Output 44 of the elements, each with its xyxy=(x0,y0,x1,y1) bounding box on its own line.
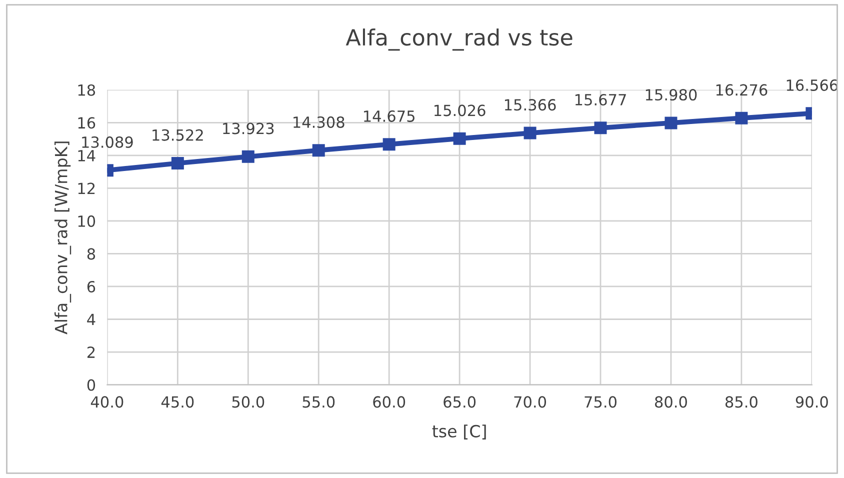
x-tick-label: 85.0 xyxy=(725,396,758,408)
data-label: 13.923 xyxy=(223,122,274,134)
point xyxy=(664,116,678,130)
y-tick-label: 18 xyxy=(78,84,96,96)
x-tick-label: 65.0 xyxy=(444,396,476,408)
x-tick-label: 60.0 xyxy=(373,396,406,408)
x-tick-label: 90.0 xyxy=(796,396,828,408)
y-tick-label: 14 xyxy=(78,150,96,162)
x-tick-label: 50.0 xyxy=(232,396,264,408)
x-tick-label: 70.0 xyxy=(514,396,546,408)
x-axis-title: tse [C] xyxy=(432,424,486,440)
point xyxy=(594,122,607,134)
x-tick-label: 55.0 xyxy=(302,396,335,408)
x-tick-label: 75.0 xyxy=(584,396,616,408)
data-label: 15.026 xyxy=(434,104,486,116)
data-label: 15.980 xyxy=(646,89,697,101)
point xyxy=(453,132,466,145)
point xyxy=(171,156,184,170)
data-label: 16.276 xyxy=(716,84,768,96)
point xyxy=(524,126,536,140)
y-tick-label: 4 xyxy=(87,314,96,326)
x-tick-label: 45.0 xyxy=(161,396,194,408)
x-tick-label: 80.0 xyxy=(655,396,687,408)
data-label: 13.522 xyxy=(152,129,203,141)
data-label: 13.089 xyxy=(82,136,133,148)
point xyxy=(312,144,325,157)
data-label: 16.566 xyxy=(786,79,838,91)
y-tick-label: 10 xyxy=(78,215,96,227)
point xyxy=(242,150,254,163)
y-tick-label: 16 xyxy=(78,117,96,129)
y-tick-label: 0 xyxy=(87,379,96,391)
point xyxy=(382,138,396,151)
y-axis-title: Alfa_conv_rad [W/mpK] xyxy=(54,142,72,334)
y-tick-label: 12 xyxy=(78,182,95,194)
point xyxy=(735,112,748,124)
data-label: 14.675 xyxy=(364,110,414,122)
data-label: 14.308 xyxy=(294,116,344,128)
data-label: 15.677 xyxy=(575,94,626,106)
y-tick-label: 8 xyxy=(87,248,96,260)
chart-title: Alfa_conv_rad vs tse xyxy=(346,28,572,51)
y-tick-label: 2 xyxy=(87,346,95,358)
x-tick-label: 40.0 xyxy=(90,396,124,408)
data-label: 15.366 xyxy=(504,99,556,111)
y-tick-label: 6 xyxy=(87,280,96,293)
